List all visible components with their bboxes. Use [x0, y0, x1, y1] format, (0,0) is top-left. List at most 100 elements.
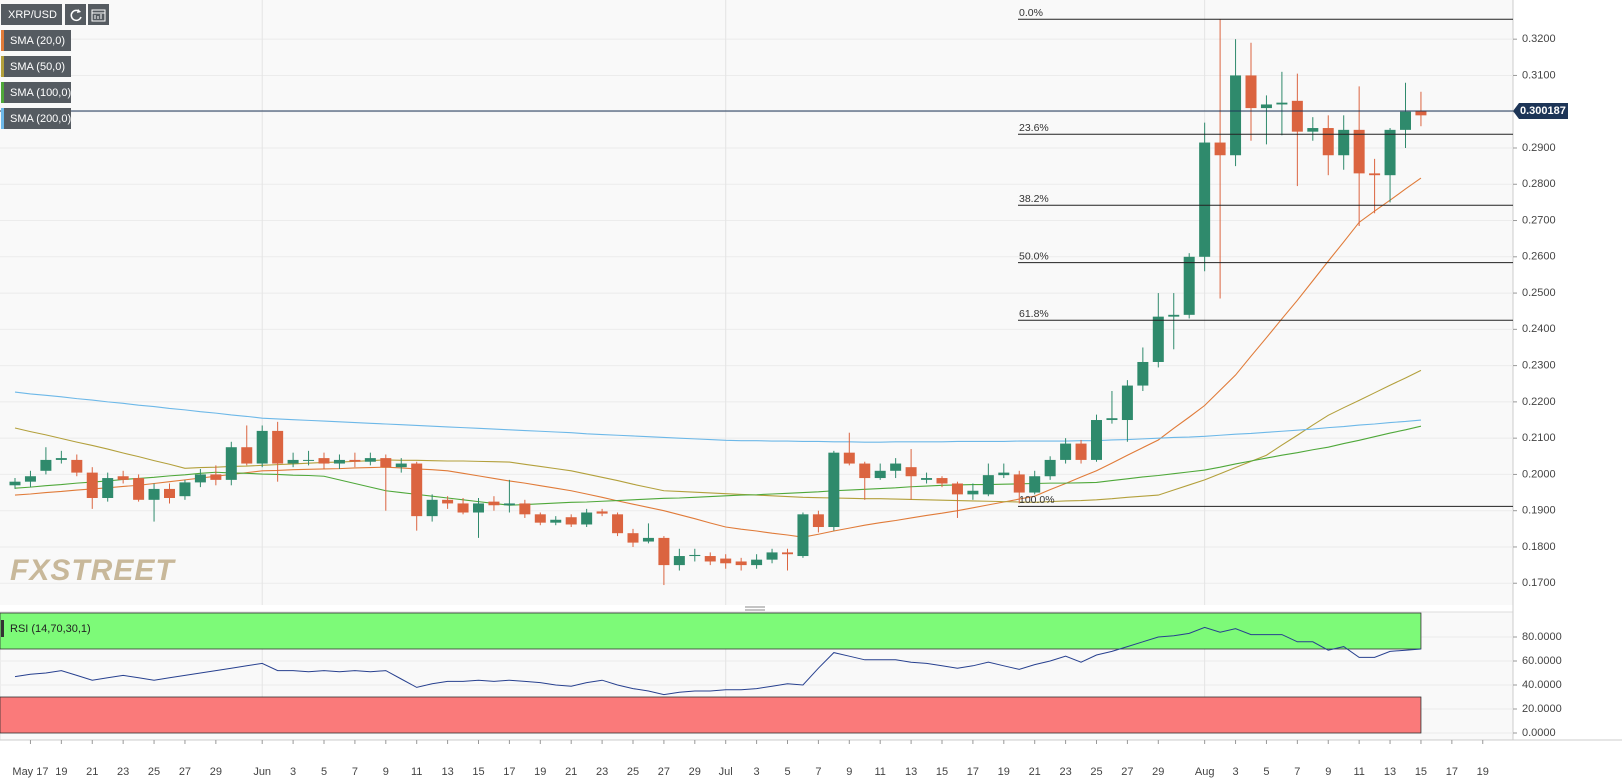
sma-line [14, 177, 1422, 538]
sma-line [14, 369, 1422, 503]
rsi-line [14, 626, 1421, 696]
x-tick-label: 25 [1090, 766, 1102, 778]
candle-body [364, 458, 376, 462]
candle-body [1137, 361, 1149, 386]
x-tick-label: 29 [210, 766, 222, 778]
candle-body [241, 447, 253, 464]
candle-body [1075, 443, 1087, 460]
x-tick-label: 13 [441, 766, 453, 778]
x-tick-label: 29 [1152, 766, 1164, 778]
candle-body [936, 478, 948, 484]
candle-body [1199, 142, 1211, 257]
x-tick-label: 25 [627, 766, 639, 778]
candle-body [9, 481, 21, 486]
candle-body [1121, 385, 1133, 421]
candle-body [1060, 443, 1072, 460]
candle-body [349, 459, 361, 462]
indicator-button[interactable] [88, 4, 109, 25]
candle-body [148, 488, 160, 500]
candle-body [519, 503, 531, 515]
x-tick-label: 3 [1232, 766, 1238, 778]
candle-body [689, 554, 701, 557]
fib-level-label: 50.0% [1019, 250, 1049, 262]
candle-body [1044, 459, 1056, 477]
legend-box[interactable] [1, 108, 71, 129]
x-tick-label: 11 [874, 766, 885, 778]
y-tick-label: 0.2900 [1522, 142, 1556, 154]
candle-body [704, 556, 716, 562]
x-tick-label: 5 [321, 766, 327, 778]
x-tick-label: 23 [117, 766, 129, 778]
candle-body [457, 503, 469, 513]
rsi-y-tick-label: 40.0000 [1522, 679, 1562, 691]
rsi-legend-swatch [1, 620, 4, 637]
candle-body [287, 459, 299, 464]
legend-label: SMA (50,0) [10, 61, 65, 73]
x-tick-label: Jul [719, 766, 733, 778]
refresh-button[interactable] [65, 4, 86, 25]
candle-body [812, 514, 824, 528]
candle-body [1276, 102, 1288, 105]
current-price-box [1513, 103, 1568, 120]
candle-body [473, 503, 484, 513]
candle-body [411, 463, 423, 517]
y-tick-label: 0.2700 [1522, 214, 1556, 226]
candle-body [40, 459, 52, 471]
candle-body [581, 512, 593, 525]
candle-body [1245, 75, 1257, 109]
x-tick-label: 5 [1263, 766, 1269, 778]
candle-body [395, 463, 407, 468]
symbol-box[interactable] [1, 4, 62, 25]
legend-box[interactable] [1, 30, 71, 51]
legend-label: SMA (20,0) [10, 35, 65, 47]
candle-body [951, 483, 963, 495]
x-tick-label: 21 [1029, 766, 1041, 778]
x-tick-label: 7 [1294, 766, 1300, 778]
candle-body [1013, 474, 1025, 493]
rsi-y-tick-label: 80.0000 [1522, 631, 1562, 643]
x-tick-label: Jun [253, 766, 271, 778]
main-plot-area [0, 0, 1513, 605]
candle-body [1353, 129, 1365, 174]
candle-body [1091, 420, 1102, 460]
fib-level-label: 23.6% [1019, 122, 1049, 134]
refresh-icon [70, 9, 82, 22]
candle-body [333, 459, 345, 464]
y-tick-label: 0.2300 [1522, 360, 1556, 372]
candle-body [565, 517, 577, 525]
pane-divider-handle[interactable] [745, 606, 765, 611]
candle-body [179, 482, 191, 497]
x-tick-label: May 17 [12, 766, 48, 778]
legend-box[interactable] [1, 82, 71, 103]
candle-body [303, 459, 315, 461]
candle-body [1369, 173, 1381, 176]
candle-body [982, 475, 994, 495]
candle-body [488, 501, 500, 506]
axis-layer: 0.1700 0.1800 0.1900 0.2000 0.2100 0.2200 0.23… [12, 33, 1568, 778]
rsi-legend-label: RSI (14,70,30,1) [10, 623, 91, 635]
candle-body [1307, 128, 1319, 132]
candle-body [1291, 100, 1303, 132]
candle-body [442, 499, 454, 504]
y-tick-label: 0.1800 [1522, 541, 1556, 553]
rsi-overbought-band [0, 612, 1422, 650]
x-tick-label: 19 [1477, 766, 1489, 778]
legend-swatch [1, 108, 4, 129]
x-tick-label: 9 [846, 766, 852, 778]
rsi-y-tick-label: 60.0000 [1522, 655, 1562, 667]
x-tick-label: Aug [1195, 766, 1215, 778]
x-tick-label: 7 [815, 766, 821, 778]
candle-body [658, 537, 670, 566]
candle-body [210, 474, 222, 480]
legend-box[interactable] [1, 56, 71, 77]
candle-body [71, 459, 83, 473]
candle-body [1230, 75, 1242, 156]
x-tick-label: 21 [565, 766, 577, 778]
legend-label: SMA (100,0) [10, 87, 71, 99]
candle-body [164, 488, 175, 499]
y-tick-label: 0.2500 [1522, 287, 1556, 299]
x-tick-label: 15 [936, 766, 948, 778]
candle-body [272, 430, 284, 464]
x-tick-label: 27 [1121, 766, 1133, 778]
